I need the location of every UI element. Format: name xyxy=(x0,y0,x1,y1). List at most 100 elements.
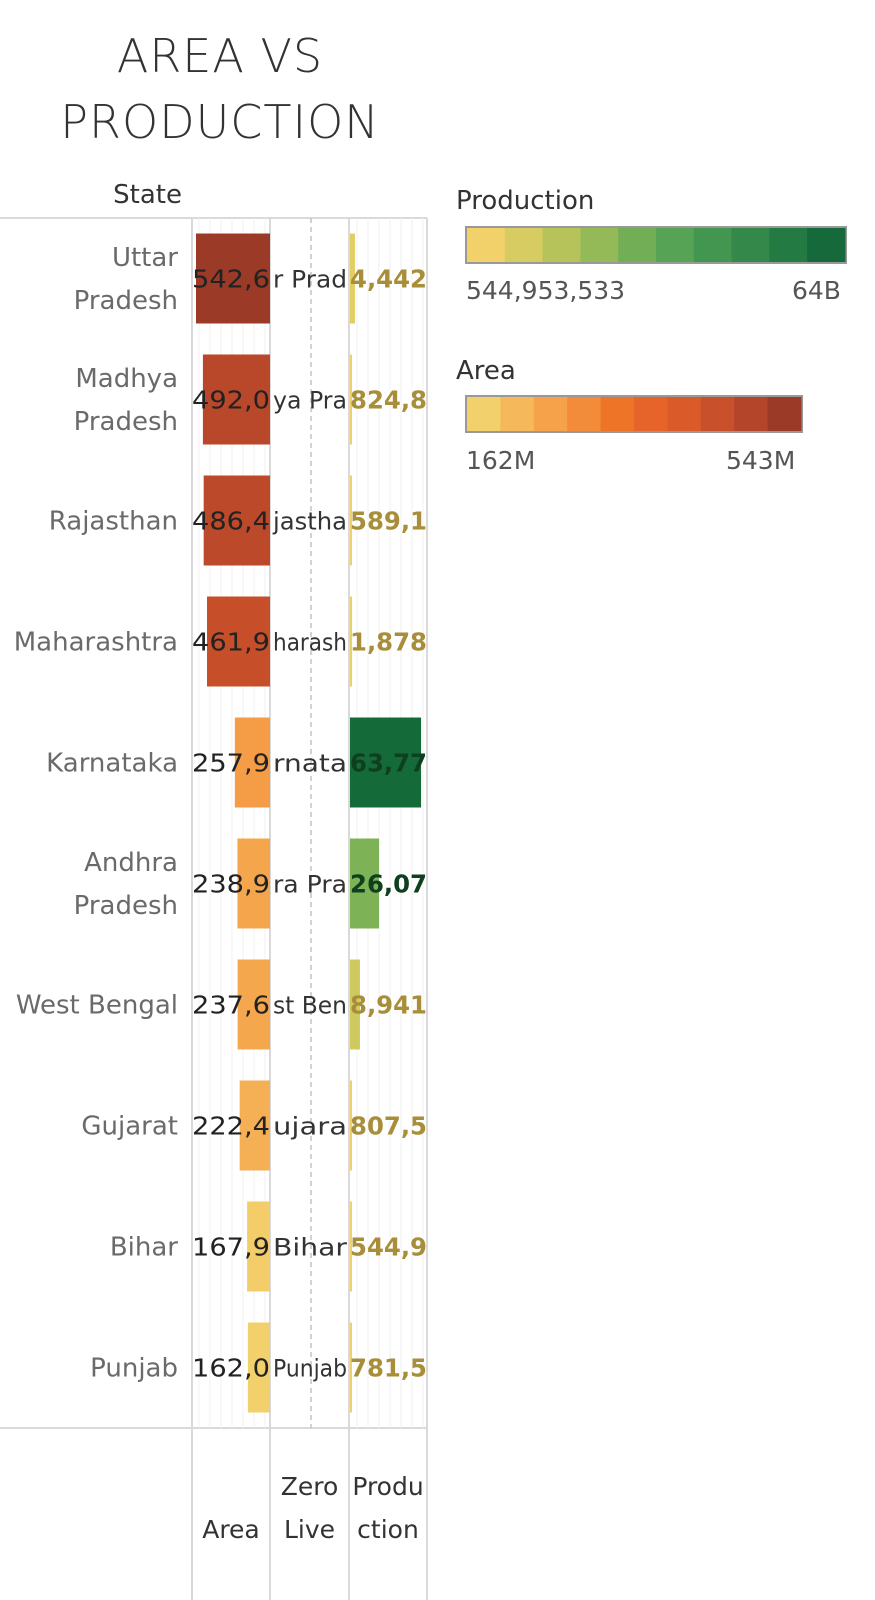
production-legend-swatch xyxy=(656,228,695,262)
zero-live-label: rnata xyxy=(273,750,347,778)
area-legend-swatch xyxy=(767,397,802,431)
state-label: Pradesh xyxy=(74,407,178,437)
zero-live-label: ya Pra xyxy=(273,387,347,415)
column-header: Area xyxy=(202,1515,260,1544)
column-header: Zero xyxy=(281,1472,339,1501)
production-legend-swatch xyxy=(542,228,581,262)
production-value-label: 824,8 xyxy=(350,386,427,415)
area-legend-swatch xyxy=(700,397,735,431)
zero-live-label: r Prad xyxy=(273,266,347,294)
area-value-label: 167,9 xyxy=(192,1233,270,1262)
area-value-label: 461,9 xyxy=(192,628,270,657)
production-bar xyxy=(350,1322,352,1413)
production-bar xyxy=(350,475,352,566)
legend-area-title: Area xyxy=(456,356,516,386)
production-value-label: 544,9 xyxy=(350,1233,427,1262)
production-value-label: 26,07 xyxy=(350,870,427,899)
state-label: Rajasthan xyxy=(49,507,178,537)
production-bar xyxy=(350,838,380,929)
area-legend-swatch xyxy=(600,397,635,431)
area-value-label: 222,4 xyxy=(192,1112,270,1141)
area-bar xyxy=(237,838,270,929)
legend-area-min: 162M xyxy=(466,446,536,475)
column-header: ction xyxy=(357,1515,419,1544)
area-legend-swatch xyxy=(667,397,702,431)
chart-title-line1: AREA VS xyxy=(116,29,324,83)
production-legend-swatch xyxy=(769,228,808,262)
production-value-label: 589,1 xyxy=(350,507,427,536)
area-bar xyxy=(203,475,270,566)
area-legend-swatch xyxy=(567,397,602,431)
area-bar xyxy=(234,717,270,808)
production-bar xyxy=(350,233,355,324)
production-legend-swatch xyxy=(693,228,733,262)
area-legend-swatch xyxy=(634,397,668,431)
production-value-label: 781,5 xyxy=(350,1354,427,1383)
zero-live-label: Bihar xyxy=(273,1234,347,1262)
area-value-label: 257,9 xyxy=(192,749,270,778)
area-legend-swatch xyxy=(500,397,535,431)
state-label: Punjab xyxy=(90,1354,178,1384)
state-label: Karnataka xyxy=(46,749,178,779)
zero-live-label: jastha xyxy=(272,508,347,536)
area-value-label: 492,0 xyxy=(192,386,270,415)
column-header: Live xyxy=(284,1515,335,1544)
area-value-label: 162,0 xyxy=(192,1354,270,1383)
state-label: Uttar xyxy=(112,243,178,273)
legend-area-max: 543M xyxy=(726,446,796,475)
production-value-label: 63,77 xyxy=(350,749,427,778)
state-label: West Bengal xyxy=(16,991,178,1021)
area-bar xyxy=(239,1080,270,1171)
state-label: Madhya xyxy=(75,364,178,394)
legend-production-max: 64B xyxy=(792,276,841,305)
production-bar xyxy=(350,1201,352,1292)
legend-production-title: Production xyxy=(456,186,595,216)
legend-production-min: 544,953,533 xyxy=(466,276,626,305)
area-value-label: 238,9 xyxy=(192,870,270,899)
production-bar xyxy=(350,596,353,687)
zero-live-label: ujara xyxy=(273,1113,347,1141)
area-bar xyxy=(247,1201,270,1292)
area-value-label: 486,4 xyxy=(192,507,270,536)
area-bar xyxy=(196,233,270,324)
area-legend-frame xyxy=(465,395,803,433)
state-label: Gujarat xyxy=(81,1112,178,1142)
area-value-label: 237,6 xyxy=(192,991,270,1020)
area-legend-swatch xyxy=(734,397,769,431)
production-legend-swatch xyxy=(467,228,506,262)
production-legend-swatch xyxy=(731,228,770,262)
row-header-state: State xyxy=(113,180,182,210)
production-bar xyxy=(350,717,422,808)
column-header: Produ xyxy=(352,1472,423,1501)
production-legend-swatch xyxy=(580,228,619,262)
production-legend-swatch xyxy=(504,228,544,262)
production-bar xyxy=(350,959,360,1050)
area-bar xyxy=(247,1322,270,1413)
production-legend-frame xyxy=(465,226,847,264)
production-value-label: 4,442 xyxy=(350,265,427,294)
state-label: Andhra xyxy=(84,848,178,878)
state-label: Bihar xyxy=(110,1233,178,1263)
area-legend-swatch xyxy=(533,397,568,431)
production-value-label: 8,941 xyxy=(350,991,427,1020)
area-bar xyxy=(202,354,270,445)
area-value-label: 542,6 xyxy=(192,265,270,294)
production-legend-swatch xyxy=(618,228,657,262)
production-value-label: 1,878 xyxy=(350,628,427,657)
state-label: Pradesh xyxy=(74,286,178,316)
area-bar xyxy=(207,596,270,687)
zero-live-label: st Ben xyxy=(273,992,347,1020)
zero-live-label: ra Pra xyxy=(273,871,347,899)
zero-live-label: harash xyxy=(273,629,347,657)
chart-title-line2: PRODUCTION xyxy=(60,95,380,149)
production-bar xyxy=(350,354,352,445)
production-legend-swatch xyxy=(807,228,846,262)
zero-live-label: Punjab xyxy=(273,1355,347,1383)
state-label: Maharashtra xyxy=(14,628,178,658)
area-legend-swatch xyxy=(467,397,501,431)
production-bar xyxy=(350,1080,352,1171)
production-value-label: 807,5 xyxy=(350,1112,427,1141)
area-bar xyxy=(237,959,270,1050)
state-label: Pradesh xyxy=(74,891,178,921)
